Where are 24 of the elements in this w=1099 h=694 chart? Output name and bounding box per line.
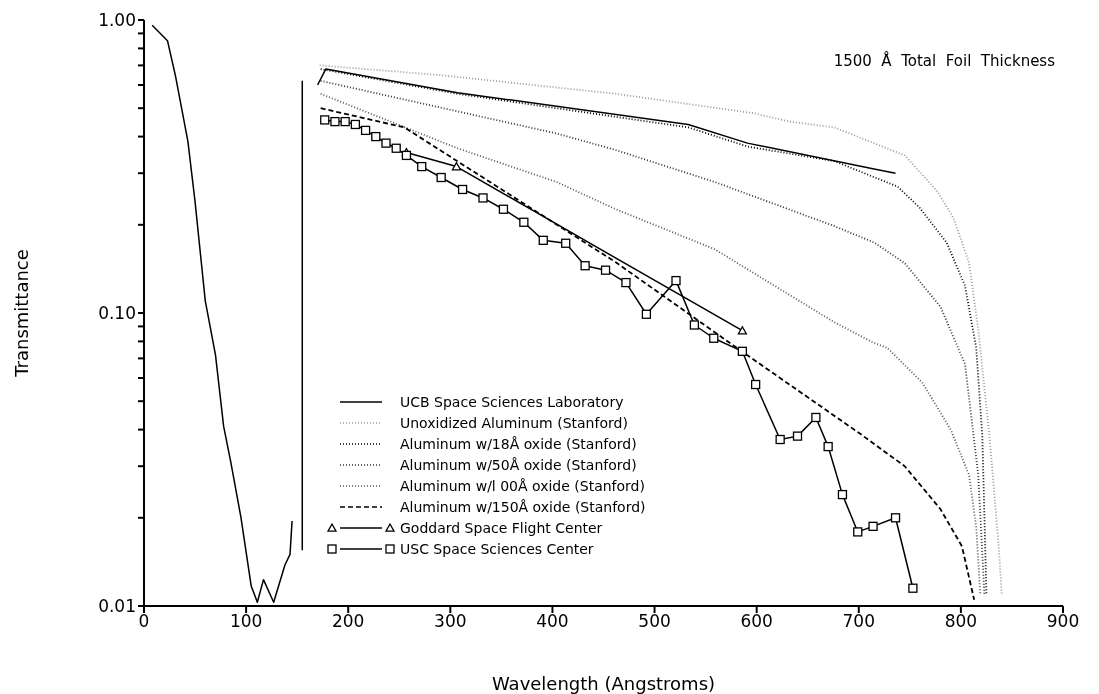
legend-label: Aluminum w/l 00Å oxide (Stanford) <box>400 477 645 494</box>
annotation: 1500 Å Total Foil Thickness <box>833 52 1055 70</box>
x-tick-label: 0 <box>138 611 150 632</box>
x-tick-label: 700 <box>842 611 875 632</box>
y-tick-label: 1.00 <box>98 10 136 31</box>
x-axis-title: Wavelength (Angstroms) <box>491 673 716 694</box>
legend-label: Goddard Space Flight Center <box>400 519 603 536</box>
legend-label: UCB Space Sciences Laboratory <box>400 393 624 410</box>
legend-label: Aluminum w/18Å oxide (Stanford) <box>400 435 637 452</box>
y-tick-label: 0.10 <box>98 303 136 324</box>
x-tick-label: 200 <box>332 611 365 632</box>
legend-label: Aluminum w/50Å oxide (Stanford) <box>400 456 637 473</box>
y-axis-title: Transmittance <box>11 249 33 378</box>
x-tick-label: 300 <box>434 611 467 632</box>
legend-label: USC Space Sciences Center <box>400 540 594 557</box>
y-tick-label: 0.01 <box>98 596 136 617</box>
x-tick-label: 600 <box>740 611 773 632</box>
x-tick-label: 100 <box>229 611 263 632</box>
x-tick-label: 400 <box>536 611 569 632</box>
x-tick-label: 800 <box>944 611 978 632</box>
x-tick-label: 900 <box>1046 611 1080 632</box>
x-tick-label: 500 <box>638 611 671 632</box>
legend-label: Unoxidized Aluminum (Stanford) <box>400 414 628 431</box>
legend-label: Aluminum w/150Å oxide (Stanford) <box>400 498 646 515</box>
